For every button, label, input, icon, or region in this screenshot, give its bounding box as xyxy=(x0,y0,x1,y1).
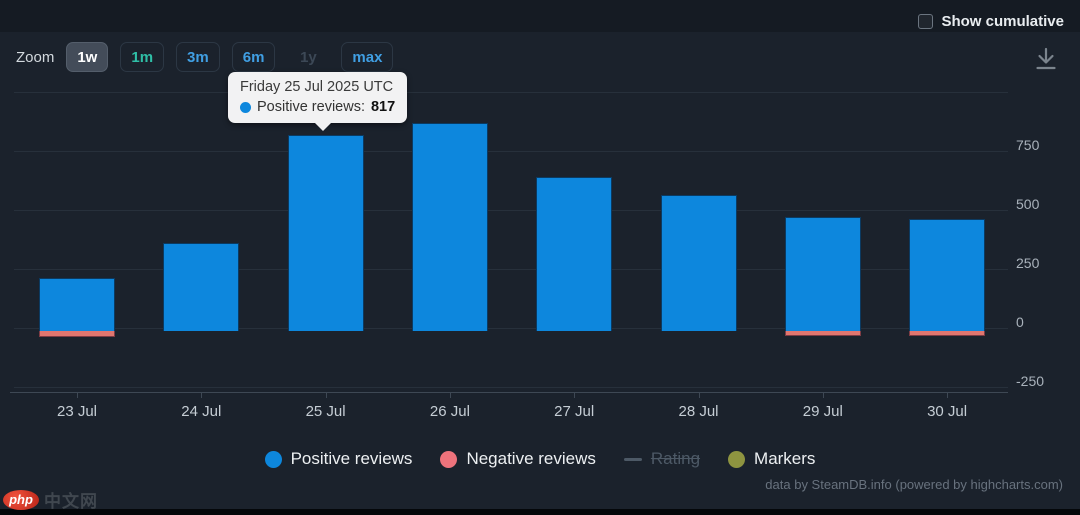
x-axis-tick-27-Jul xyxy=(574,392,576,398)
show-cumulative-toggle[interactable]: Show cumulative xyxy=(918,13,1064,30)
x-axis-label-25-Jul: 25 Jul xyxy=(305,403,346,420)
legend-marker-circle-icon xyxy=(440,450,458,468)
zoom-range-button-1y: 1y xyxy=(300,48,317,66)
x-axis-tick-26-Jul xyxy=(449,392,451,398)
x-axis-label-29-Jul: 29 Jul xyxy=(802,403,843,420)
zoom-toolbar-label: Zoom xyxy=(16,48,55,66)
legend-label: Negative reviews xyxy=(466,449,596,468)
legend-marker-circle-icon xyxy=(264,450,282,468)
y-axis-label-0: 0 xyxy=(1016,314,1024,330)
tooltip-series-dot-icon xyxy=(240,101,251,113)
zoom-range-button-3m[interactable]: 3m xyxy=(176,42,220,72)
y-gridline-1000 xyxy=(14,92,1008,93)
show-cumulative-checkbox[interactable] xyxy=(918,14,934,29)
legend-label: Markers xyxy=(754,449,816,468)
tooltip-series-value: 817 xyxy=(370,99,396,115)
negative-reviews-bar-29-Jul[interactable] xyxy=(784,331,861,336)
x-axis-label-23-Jul: 23 Jul xyxy=(56,403,98,420)
chart-tooltip: Friday 25 Jul 2025 UTC Positive reviews:… xyxy=(228,72,408,131)
legend-marker-line-icon xyxy=(623,457,642,461)
x-axis-tick-23-Jul xyxy=(77,392,78,398)
x-axis-label-24-Jul: 24 Jul xyxy=(181,403,222,420)
tooltip-series-label: Positive reviews: xyxy=(257,99,365,115)
legend-item-markers[interactable]: Markers xyxy=(728,449,815,469)
tooltip-date: Friday 25 Jul 2025 UTC xyxy=(240,79,394,95)
bottom-strip xyxy=(0,509,1080,515)
zoom-range-button-6m[interactable]: 6m xyxy=(231,42,276,72)
negative-reviews-bar-30-Jul[interactable] xyxy=(909,331,986,336)
positive-reviews-bar-27-Jul[interactable] xyxy=(536,177,613,331)
php-logo-icon: php xyxy=(3,489,39,510)
show-cumulative-label: Show cumulative xyxy=(941,13,1064,30)
positive-reviews-bar-25-Jul[interactable] xyxy=(287,135,364,331)
tooltip-series-row: Positive reviews: 817 xyxy=(240,99,395,115)
positive-reviews-bar-29-Jul[interactable] xyxy=(784,217,861,331)
x-axis-label-28-Jul: 28 Jul xyxy=(678,403,719,420)
x-axis-label-27-Jul: 27 Jul xyxy=(554,403,595,420)
positive-reviews-bar-30-Jul[interactable] xyxy=(909,219,986,331)
zoom-range-button-max[interactable]: max xyxy=(341,42,394,72)
zoom-range-button-1m[interactable]: 1m xyxy=(120,42,165,72)
chart-legend: Positive reviews Negative reviews Rating Ma… xyxy=(0,444,1080,474)
negative-reviews-bar-23-Jul[interactable] xyxy=(39,331,115,337)
top-band xyxy=(0,0,1080,32)
x-axis-tick-25-Jul xyxy=(325,392,327,398)
watermark: php 中文网 xyxy=(3,487,98,512)
y-gridline-0 xyxy=(14,328,1008,329)
positive-reviews-bar-24-Jul[interactable] xyxy=(163,243,240,331)
chart-credits-link[interactable]: data by SteamDB.info (powered by highcha… xyxy=(765,477,1063,492)
positive-reviews-bar-28-Jul[interactable] xyxy=(660,194,737,331)
y-axis-label-750: 750 xyxy=(1016,137,1040,153)
zoom-toolbar: Zoom 1w 1m 3m 6m 1y max xyxy=(16,42,394,72)
zoom-buttons-group: 1w 1m 3m 6m 1y max xyxy=(66,42,394,72)
x-axis-label-30-Jul: 30 Jul xyxy=(927,403,968,420)
x-axis-tick-30-Jul xyxy=(947,392,949,398)
watermark-text: 中文网 xyxy=(44,492,98,511)
positive-reviews-bar-23-Jul[interactable] xyxy=(39,278,115,331)
y-gridline-500 xyxy=(14,210,1008,211)
legend-label: Positive reviews xyxy=(290,449,413,468)
y-axis-label-500: 500 xyxy=(1016,196,1040,212)
y-axis-label--250: -250 xyxy=(1016,373,1045,389)
x-axis-tick-29-Jul xyxy=(822,392,824,398)
x-axis-tick-24-Jul xyxy=(201,392,203,398)
y-gridline--250 xyxy=(14,387,1008,388)
positive-reviews-bar-26-Jul[interactable] xyxy=(411,122,488,331)
legend-item-rating[interactable]: Rating xyxy=(623,449,701,469)
x-axis-line xyxy=(10,392,1008,393)
zoom-range-button-1w[interactable]: 1w xyxy=(66,42,109,72)
y-gridline-750 xyxy=(14,151,1008,152)
legend-item-negative-reviews[interactable]: Negative reviews xyxy=(440,449,596,469)
x-axis-label-26-Jul: 26 Jul xyxy=(429,403,470,420)
legend-marker-circle-icon xyxy=(728,450,746,468)
legend-item-positive-reviews[interactable]: Positive reviews xyxy=(264,449,413,469)
download-icon[interactable] xyxy=(1033,46,1059,74)
y-gridline-250 xyxy=(14,269,1008,270)
y-axis-label-250: 250 xyxy=(1016,255,1040,271)
x-axis-tick-28-Jul xyxy=(698,392,700,398)
legend-label: Rating xyxy=(650,449,701,468)
